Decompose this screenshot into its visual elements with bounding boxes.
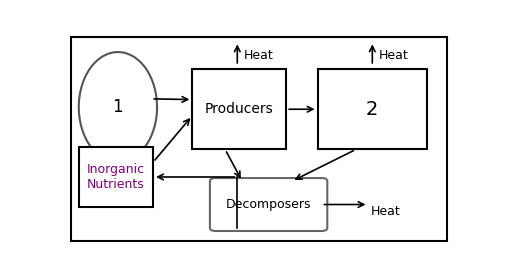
Text: Heat: Heat — [379, 49, 409, 62]
FancyBboxPatch shape — [318, 69, 427, 150]
Text: Heat: Heat — [370, 205, 400, 218]
Text: 2: 2 — [366, 100, 379, 119]
Text: Producers: Producers — [205, 102, 274, 116]
Ellipse shape — [79, 52, 157, 162]
Text: Inorganic
Nutrients: Inorganic Nutrients — [87, 163, 145, 191]
FancyBboxPatch shape — [210, 178, 327, 231]
Text: 1: 1 — [113, 98, 123, 116]
FancyBboxPatch shape — [71, 37, 447, 241]
FancyBboxPatch shape — [79, 147, 153, 207]
Text: Decomposers: Decomposers — [226, 198, 312, 211]
Text: Heat: Heat — [244, 49, 274, 62]
FancyBboxPatch shape — [192, 69, 286, 150]
